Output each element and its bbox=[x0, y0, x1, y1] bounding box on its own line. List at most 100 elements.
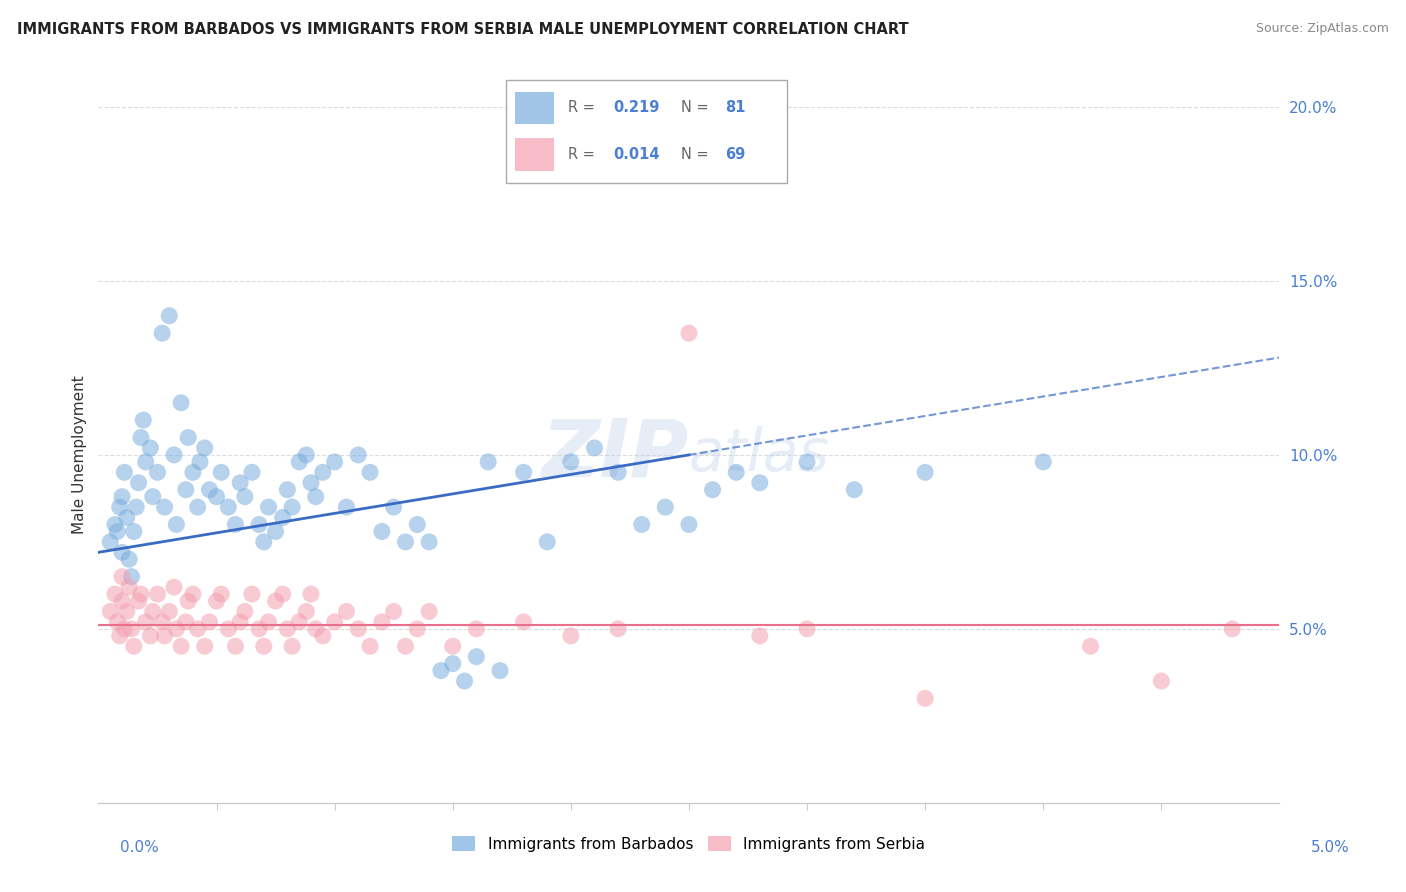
Point bbox=[217, 500, 239, 514]
Point bbox=[112, 466, 135, 480]
Point bbox=[187, 622, 209, 636]
Point bbox=[844, 483, 866, 497]
Point bbox=[560, 455, 582, 469]
Point bbox=[281, 639, 304, 653]
Point bbox=[128, 594, 150, 608]
Point bbox=[796, 455, 818, 469]
Point bbox=[295, 605, 318, 619]
Point bbox=[150, 326, 173, 341]
Point bbox=[536, 534, 558, 549]
Point bbox=[430, 664, 453, 678]
Point bbox=[209, 587, 232, 601]
Text: R =: R = bbox=[568, 101, 599, 115]
Point bbox=[1032, 455, 1054, 469]
Point bbox=[209, 466, 232, 480]
Point bbox=[142, 490, 165, 504]
Point bbox=[217, 622, 239, 636]
Text: 5.0%: 5.0% bbox=[1310, 840, 1350, 855]
FancyBboxPatch shape bbox=[506, 80, 787, 183]
Point bbox=[299, 475, 322, 490]
Point bbox=[295, 448, 318, 462]
Point bbox=[174, 615, 197, 629]
Point bbox=[188, 455, 211, 469]
Point bbox=[165, 517, 187, 532]
Point bbox=[512, 466, 534, 480]
Point bbox=[121, 570, 143, 584]
Point bbox=[441, 639, 464, 653]
Point bbox=[247, 622, 270, 636]
Point bbox=[111, 490, 134, 504]
Point bbox=[224, 639, 246, 653]
Point bbox=[139, 629, 162, 643]
Point bbox=[441, 657, 464, 671]
Point bbox=[489, 664, 512, 678]
Point bbox=[323, 455, 346, 469]
Point bbox=[129, 430, 152, 444]
Point bbox=[654, 500, 676, 514]
Point bbox=[914, 691, 936, 706]
Point bbox=[142, 605, 165, 619]
Point bbox=[748, 475, 770, 490]
Point bbox=[111, 545, 134, 559]
Point bbox=[121, 622, 143, 636]
Point bbox=[98, 605, 121, 619]
Point bbox=[914, 466, 936, 480]
Text: 69: 69 bbox=[725, 146, 745, 161]
Point bbox=[224, 517, 246, 532]
Point bbox=[135, 455, 157, 469]
Point bbox=[108, 500, 131, 514]
Point bbox=[174, 483, 197, 497]
Text: N =: N = bbox=[681, 101, 713, 115]
Point bbox=[465, 649, 488, 664]
Point bbox=[394, 534, 416, 549]
Point bbox=[132, 413, 155, 427]
Point bbox=[1080, 639, 1102, 653]
Point bbox=[111, 594, 134, 608]
Point bbox=[264, 594, 287, 608]
Point bbox=[205, 594, 228, 608]
Point bbox=[233, 605, 256, 619]
Point bbox=[583, 441, 606, 455]
Point bbox=[477, 455, 499, 469]
Point bbox=[112, 622, 135, 636]
Point bbox=[382, 500, 405, 514]
Point bbox=[276, 622, 298, 636]
Point bbox=[139, 441, 162, 455]
Point bbox=[240, 587, 263, 601]
Point bbox=[115, 510, 138, 524]
Point bbox=[108, 629, 131, 643]
Point bbox=[240, 466, 263, 480]
Point bbox=[1220, 622, 1243, 636]
Point bbox=[406, 517, 429, 532]
Point bbox=[288, 615, 311, 629]
Point bbox=[305, 622, 328, 636]
Point bbox=[98, 534, 121, 549]
Y-axis label: Male Unemployment: Male Unemployment bbox=[72, 376, 87, 534]
Point bbox=[229, 615, 252, 629]
Point bbox=[335, 605, 357, 619]
Point bbox=[465, 622, 488, 636]
Point bbox=[247, 517, 270, 532]
Point bbox=[170, 639, 193, 653]
Point bbox=[312, 466, 335, 480]
Text: 0.0%: 0.0% bbox=[120, 840, 159, 855]
Point bbox=[271, 587, 294, 601]
Point bbox=[607, 466, 630, 480]
Point bbox=[157, 605, 180, 619]
Point bbox=[560, 629, 582, 643]
Point bbox=[128, 475, 150, 490]
Text: IMMIGRANTS FROM BARBADOS VS IMMIGRANTS FROM SERBIA MALE UNEMPLOYMENT CORRELATION: IMMIGRANTS FROM BARBADOS VS IMMIGRANTS F… bbox=[17, 22, 908, 37]
Point bbox=[371, 615, 394, 629]
Point bbox=[281, 500, 304, 514]
Point bbox=[288, 455, 311, 469]
Point bbox=[796, 622, 818, 636]
Point bbox=[382, 605, 405, 619]
Legend: Immigrants from Barbados, Immigrants from Serbia: Immigrants from Barbados, Immigrants fro… bbox=[446, 830, 932, 858]
Point bbox=[323, 615, 346, 629]
Point bbox=[105, 615, 128, 629]
Point bbox=[748, 629, 770, 643]
Point bbox=[163, 448, 186, 462]
Text: ZIP: ZIP bbox=[541, 416, 689, 494]
Point bbox=[702, 483, 724, 497]
Point bbox=[153, 500, 176, 514]
